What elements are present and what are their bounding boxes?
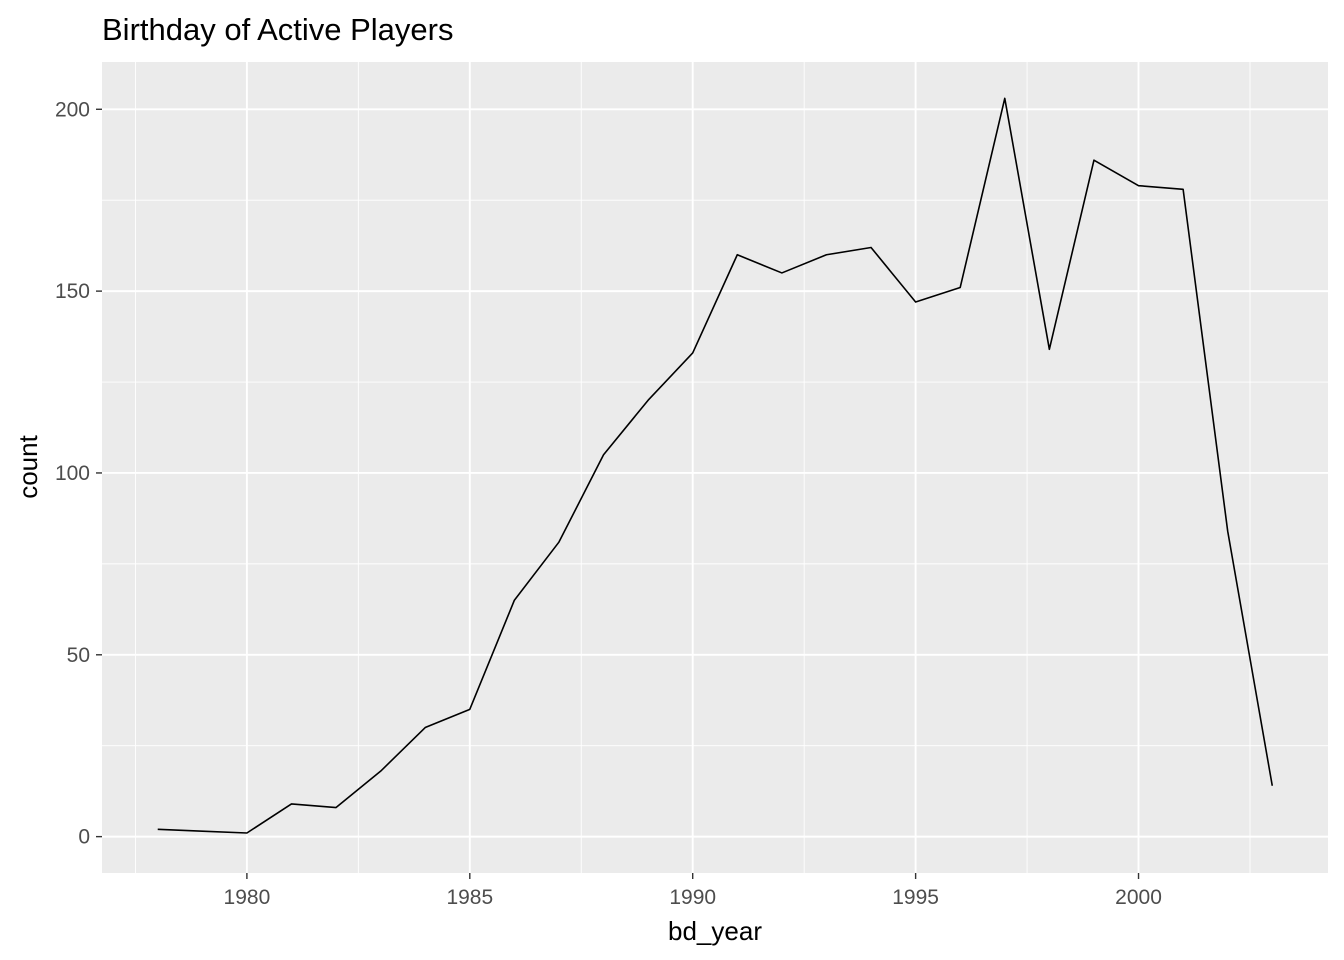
chart-title: Birthday of Active Players — [102, 12, 454, 47]
series-line — [157, 97, 1274, 834]
plot-panel — [102, 62, 1328, 873]
x-tick-label: 1985 — [446, 886, 493, 909]
x-tick-label: 1990 — [669, 886, 716, 909]
y-tick-label: 100 — [55, 462, 90, 485]
x-tick-label: 1980 — [224, 886, 271, 909]
y-tick-label: 50 — [67, 644, 90, 667]
y-tick-label: 150 — [55, 280, 90, 303]
x-axis-title: bd_year — [668, 916, 762, 946]
x-axis: 1980 1985 1990 1995 2000 — [224, 873, 1162, 909]
x-tick-label: 1995 — [892, 886, 939, 909]
y-axis-title: count — [13, 434, 43, 498]
y-tick-label: 200 — [55, 98, 90, 121]
grid-minor — [102, 62, 1328, 873]
grid-major — [102, 62, 1328, 873]
x-tick-label: 2000 — [1115, 886, 1162, 909]
y-tick-label: 0 — [78, 826, 90, 849]
y-axis: 0 50 100 150 200 — [55, 98, 102, 849]
